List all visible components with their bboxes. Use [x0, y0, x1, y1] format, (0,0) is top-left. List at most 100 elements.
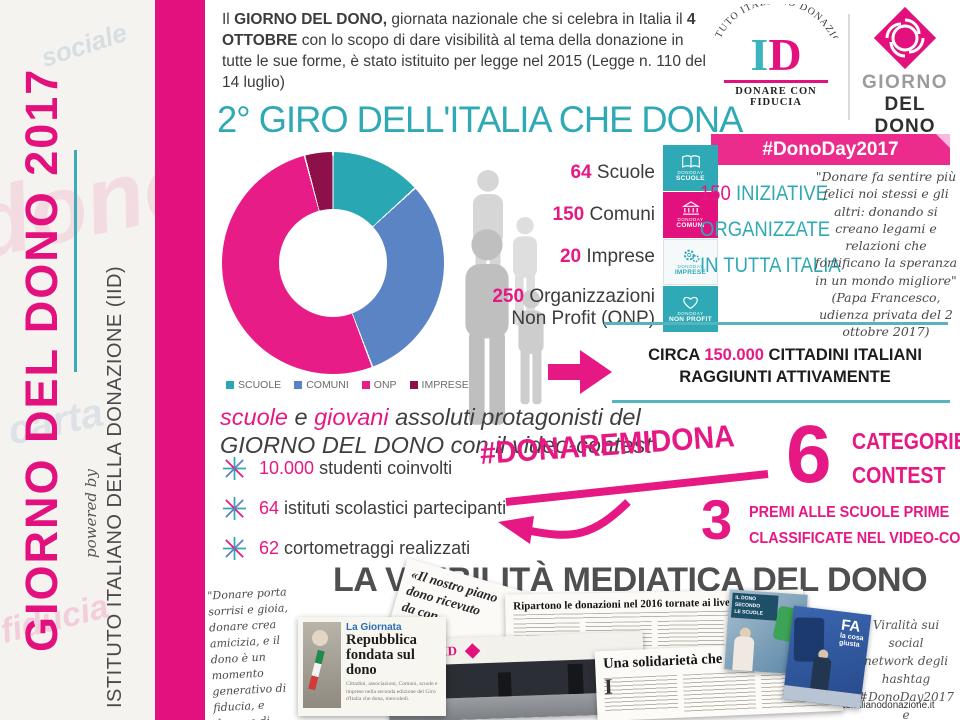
person-silhouette	[732, 635, 755, 674]
sidebar-divider-line	[74, 150, 77, 372]
reach-statement: CIRCA 150.000 CITTADINI ITALIANI RAGGIUN…	[618, 344, 952, 389]
reach-text-line2: RAGGIUNTI ATTIVAMENTE	[679, 368, 891, 387]
legend-label: SCUOLE	[238, 379, 282, 391]
legend-swatch	[361, 381, 370, 389]
social-hashtag: #DonoDay2017 e	[858, 690, 954, 720]
bullet-value: 64	[259, 498, 280, 518]
newspaper-kicker: La Giornata	[346, 622, 402, 633]
stat-scuole: 64 Scuole	[570, 162, 655, 184]
gears-icon	[683, 249, 699, 263]
contest-categorie-label: CATEGORIE	[852, 428, 960, 454]
contest-number-6: 6	[786, 409, 832, 500]
badge-label: SCUOLE	[676, 174, 705, 182]
social-line: hashtag	[881, 672, 931, 686]
intro-text: giornata nazionale che si celebra in Ita…	[387, 11, 687, 28]
stat-comuni: 150 Comuni	[553, 204, 655, 226]
diamond-icon	[464, 642, 481, 659]
contest-intro-text: assoluti protagonisti del	[388, 404, 641, 430]
legend-item-scuole: SCUOLE	[226, 379, 281, 391]
legend-swatch	[294, 381, 303, 389]
legend-label: ONP	[373, 379, 397, 391]
newspaper-la-giornata: La Giornata Repubblica fondata sul dono …	[298, 617, 446, 716]
newspaper-body: Cittadini, associazioni, Comuni, scuole …	[346, 681, 438, 702]
legend-label: IMPRESE	[421, 379, 469, 391]
intro-text: Il	[222, 11, 235, 28]
legend-swatch	[409, 381, 418, 389]
social-line: network degli	[863, 654, 949, 668]
badge-non-profit: DONODAY NON PROFIT	[663, 286, 718, 332]
stat-value: 250	[492, 286, 525, 307]
social-line: Viralità sui social	[872, 618, 940, 650]
initiatives-line3: IN TUTTA ITALIA	[700, 254, 841, 277]
iid-letter-i: I	[750, 29, 769, 80]
social-virality-note: Viralità sui social network degli hashta…	[855, 616, 957, 720]
badge-scuole: DONODAY SCUOLE	[663, 145, 718, 191]
badge-label: NON PROFIT	[668, 316, 713, 323]
stat-value: 20	[559, 246, 582, 267]
intro-bold-date: 4 OTTOBRE	[222, 11, 696, 49]
legend-item-onp: ONP	[361, 379, 397, 391]
iid-tagline: DONARE CON FIDUCIA	[735, 86, 817, 108]
badge-small-label: DONODAY	[677, 169, 704, 175]
reach-number: 150.000	[704, 346, 764, 364]
powered-by-label: powered by	[82, 469, 100, 558]
bullet-value: 62	[259, 538, 280, 558]
stat-value: 150	[552, 204, 585, 225]
clip-text-block: La Giornata Repubblica fondata sul dono …	[346, 622, 441, 711]
donut-chart-hole	[279, 209, 387, 317]
right-arrow-icon	[548, 350, 612, 394]
stat-label: Scuole	[591, 162, 655, 183]
initiatives-line2: ORGANIZZATE	[700, 218, 831, 241]
tv-caption-box: IL DONO SECONDO LE SCUOLE	[730, 592, 779, 621]
sidebar-organization: ISTITUTO ITALIANO DELLA DONAZIONE (IID)	[104, 265, 126, 708]
badge-small-label: DONODAY	[677, 264, 704, 269]
logo-divider	[848, 14, 850, 120]
intro-text: con lo scopo di dare visibilità al tema …	[222, 31, 706, 91]
prizes-line2: CLASSIFICATE NEL VIDEO-CONTEST	[749, 530, 960, 547]
legend-item-imprese: IMPRESE	[409, 379, 469, 391]
mattarella-photo	[303, 622, 341, 708]
hashtag-underline-arrow	[498, 470, 769, 544]
asterisk-icon	[222, 456, 247, 481]
bullet-istituti: 64 istituti scolastici partecipanti	[222, 496, 506, 521]
contest-contest-label: CONTEST	[852, 462, 946, 488]
quote-papa-francesco: "Donare fa sentire più felici noi stessi…	[814, 168, 958, 341]
person-silhouette	[465, 229, 509, 425]
badge-imprese: DONODAY IMPRESE	[663, 239, 718, 285]
contest-intro-line2: GIORNO DEL DONO con il video-contest	[220, 432, 652, 458]
bullet-label: istituti scolastici partecipanti	[279, 498, 507, 518]
bullet-value: 10.000	[259, 458, 315, 478]
stat-label: Non Profit (ONP)	[511, 308, 655, 329]
badge-label: IMPRESE	[674, 269, 707, 276]
person-silhouette	[567, 663, 584, 695]
person-silhouette	[497, 672, 512, 697]
iid-logo-arc-text: ISTITUTO ITALIANO DONAZIONE	[710, 4, 841, 38]
asterisk-icon	[222, 536, 247, 561]
donoday-hashtag-banner: #DonoDay2017	[711, 134, 950, 165]
heart-icon	[683, 296, 698, 310]
drop-cap: I	[603, 673, 614, 700]
tv-logo-line: giusta	[838, 639, 860, 649]
tv-show-logo: FA la cosa giusta	[838, 617, 866, 650]
quote-text: "Donare fa sentire più felici noi stessi…	[814, 169, 958, 288]
initiatives-line1: 150 INIZIATIVE	[700, 182, 828, 206]
divider-line	[612, 400, 950, 403]
bullet-label: cortometraggi realizzati	[279, 538, 471, 558]
page-title: 2° GIRO DELL'ITALIA CHE DONA	[217, 99, 743, 140]
tv-screenshot-fa-la-cosa-giusta: FA la cosa giusta	[782, 605, 872, 709]
bullet-text: 64 istituti scolastici partecipanti	[259, 498, 506, 519]
legend-swatch	[226, 381, 234, 389]
stat-value: 64	[570, 162, 592, 183]
stat-label: Organizzazioni	[524, 286, 655, 307]
stat-label: Comuni	[584, 204, 655, 225]
iid-logo-rule	[724, 80, 828, 83]
intro-paragraph: Il GIORNO DEL DONO, giornata nazionale c…	[222, 10, 714, 94]
asterisk-icon	[222, 496, 247, 521]
newsprint-lines	[603, 674, 678, 712]
legend-item-comuni: COMUNI	[294, 379, 349, 391]
quote-mattarella: "Donare porta sorrisi e gioia, donare cr…	[207, 584, 309, 720]
arrow-shaft	[548, 364, 580, 380]
bullet-cortometraggi: 62 cortometraggi realizzati	[222, 536, 470, 561]
person-silhouette-child	[518, 290, 544, 405]
